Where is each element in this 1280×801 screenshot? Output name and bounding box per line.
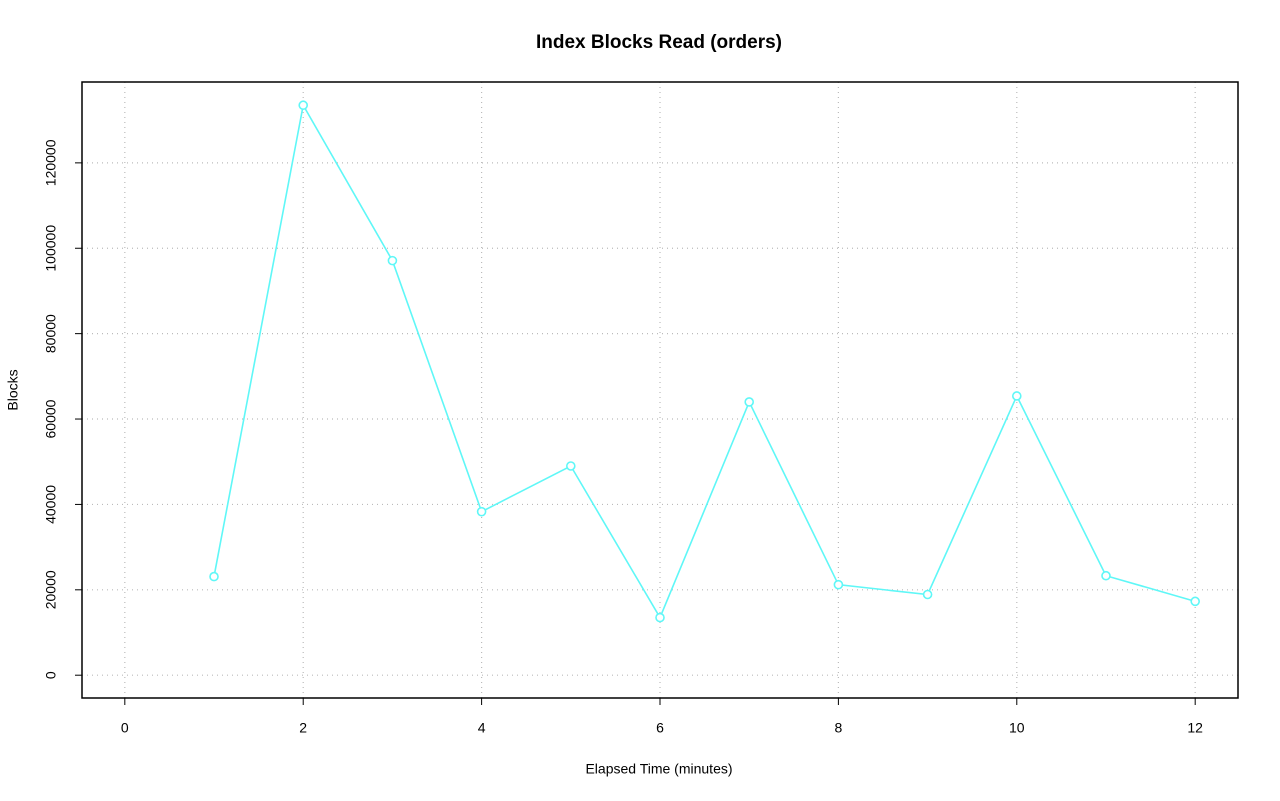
y-tick-label: 80000 [43, 314, 59, 353]
data-point [1011, 391, 1022, 401]
series-line [213, 102, 1196, 620]
data-point [566, 461, 576, 471]
x-tick-label: 8 [834, 720, 842, 736]
data-point [298, 100, 309, 111]
x-tick-label: 2 [299, 720, 307, 736]
x-tick-label: 12 [1187, 720, 1203, 736]
y-axis-title: Blocks [5, 369, 21, 410]
x-tick-label: 10 [1009, 720, 1025, 736]
data-point [833, 579, 844, 590]
data-point [387, 255, 398, 266]
chart-title: Index Blocks Read (orders) [536, 32, 782, 53]
data-point [209, 571, 219, 582]
y-tick-label: 20000 [43, 570, 59, 609]
data-point [655, 612, 665, 623]
y-tick-label: 100000 [43, 225, 59, 272]
y-tick-label: 120000 [43, 139, 59, 186]
x-axis-title: Elapsed Time (minutes) [585, 761, 732, 777]
y-tick-label: 40000 [43, 485, 59, 524]
data-point [1190, 596, 1200, 607]
data-point [744, 397, 754, 407]
x-tick-label: 4 [478, 720, 486, 736]
x-tick-label: 6 [656, 720, 664, 736]
data-point [476, 506, 487, 517]
x-tick-label: 0 [121, 720, 129, 736]
data-point [1101, 570, 1111, 581]
data-point [922, 589, 933, 600]
plot-frame [81, 81, 1239, 699]
y-tick-label: 60000 [43, 399, 59, 438]
y-tick-label: 0 [43, 671, 59, 679]
